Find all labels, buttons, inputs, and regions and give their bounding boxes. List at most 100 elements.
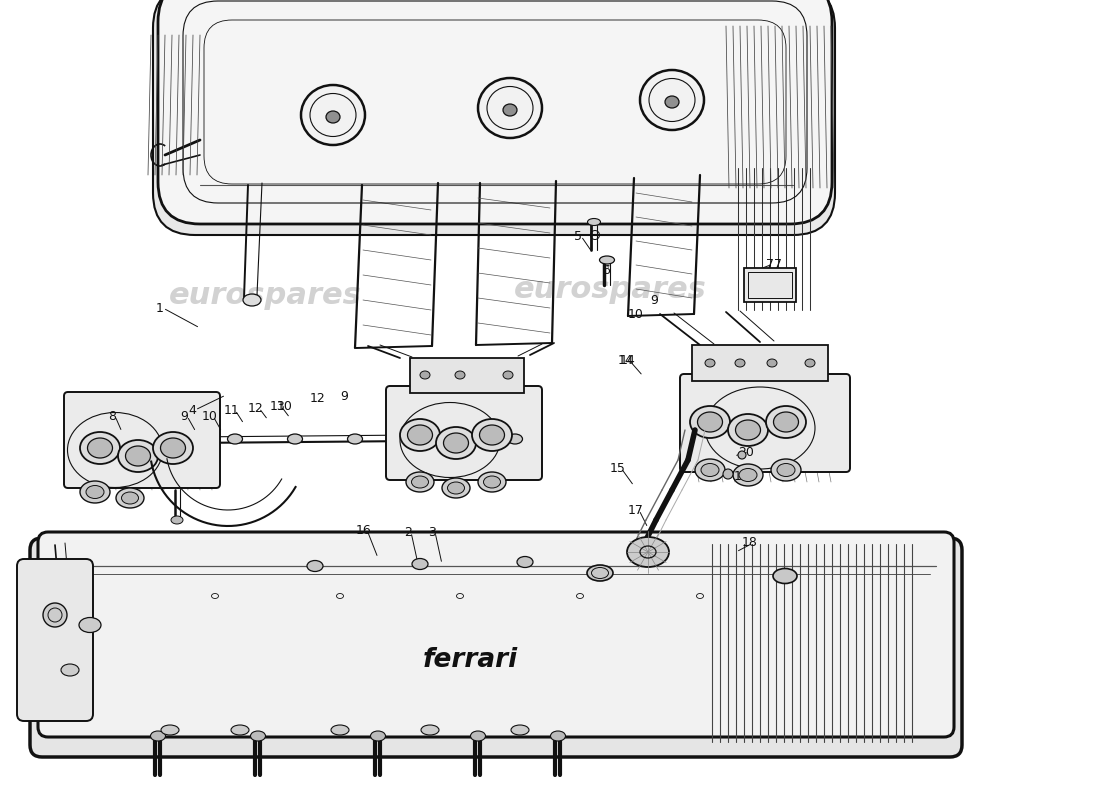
- Ellipse shape: [773, 412, 799, 432]
- Ellipse shape: [406, 472, 434, 492]
- Text: 7: 7: [774, 258, 782, 270]
- Ellipse shape: [442, 478, 470, 498]
- Ellipse shape: [733, 464, 763, 486]
- Ellipse shape: [503, 104, 517, 116]
- Ellipse shape: [484, 476, 500, 488]
- Ellipse shape: [80, 481, 110, 503]
- FancyBboxPatch shape: [64, 392, 220, 488]
- Text: 15: 15: [610, 462, 626, 474]
- Text: 10: 10: [277, 399, 293, 413]
- Text: 14: 14: [618, 354, 634, 366]
- Text: 18: 18: [742, 537, 758, 550]
- Ellipse shape: [697, 412, 723, 432]
- Ellipse shape: [805, 359, 815, 367]
- Ellipse shape: [407, 425, 432, 445]
- Ellipse shape: [411, 476, 429, 488]
- Ellipse shape: [412, 558, 428, 570]
- Text: ferrari: ferrari: [422, 647, 518, 673]
- Ellipse shape: [231, 725, 249, 735]
- Ellipse shape: [773, 569, 798, 583]
- Ellipse shape: [478, 472, 506, 492]
- Ellipse shape: [86, 486, 104, 498]
- Text: 9: 9: [340, 390, 348, 402]
- Ellipse shape: [153, 432, 192, 464]
- Ellipse shape: [766, 406, 806, 438]
- Ellipse shape: [455, 371, 465, 379]
- Text: 12: 12: [249, 402, 264, 414]
- Ellipse shape: [121, 492, 139, 504]
- Ellipse shape: [348, 434, 363, 444]
- Text: 4: 4: [188, 403, 196, 417]
- Ellipse shape: [307, 561, 323, 571]
- Ellipse shape: [736, 420, 760, 440]
- Ellipse shape: [420, 371, 430, 379]
- Ellipse shape: [695, 459, 725, 481]
- Bar: [692, 345, 828, 381]
- Ellipse shape: [161, 725, 179, 735]
- Ellipse shape: [251, 731, 265, 741]
- FancyBboxPatch shape: [680, 374, 850, 472]
- Ellipse shape: [287, 434, 303, 444]
- Text: 13: 13: [271, 399, 286, 413]
- Ellipse shape: [735, 359, 745, 367]
- Ellipse shape: [400, 419, 440, 451]
- Ellipse shape: [666, 96, 679, 108]
- Ellipse shape: [512, 725, 529, 735]
- Ellipse shape: [88, 438, 112, 458]
- Ellipse shape: [125, 446, 151, 466]
- Ellipse shape: [60, 664, 79, 676]
- Ellipse shape: [80, 432, 120, 464]
- Ellipse shape: [436, 427, 476, 459]
- Text: 14: 14: [620, 354, 636, 366]
- Text: 9: 9: [180, 410, 188, 422]
- FancyBboxPatch shape: [16, 559, 94, 721]
- Ellipse shape: [43, 603, 67, 627]
- Text: 17: 17: [628, 503, 643, 517]
- Ellipse shape: [587, 565, 613, 581]
- Ellipse shape: [79, 618, 101, 633]
- Text: 16: 16: [356, 523, 372, 537]
- Ellipse shape: [627, 537, 669, 567]
- Ellipse shape: [723, 469, 733, 479]
- Ellipse shape: [118, 440, 158, 472]
- Ellipse shape: [690, 406, 730, 438]
- Text: 1: 1: [156, 302, 164, 314]
- Text: 6: 6: [602, 263, 609, 277]
- Ellipse shape: [640, 70, 704, 130]
- Ellipse shape: [767, 359, 777, 367]
- Text: 12: 12: [310, 391, 326, 405]
- Ellipse shape: [243, 294, 261, 306]
- Ellipse shape: [331, 725, 349, 735]
- FancyBboxPatch shape: [30, 538, 962, 757]
- Ellipse shape: [228, 434, 242, 444]
- Text: eurospares: eurospares: [514, 275, 706, 305]
- Ellipse shape: [472, 419, 512, 451]
- Ellipse shape: [151, 731, 165, 741]
- Ellipse shape: [116, 488, 144, 508]
- Ellipse shape: [468, 434, 483, 444]
- Ellipse shape: [728, 414, 768, 446]
- Ellipse shape: [701, 463, 719, 477]
- Text: 5: 5: [574, 230, 582, 242]
- Ellipse shape: [550, 731, 565, 741]
- Ellipse shape: [443, 433, 469, 453]
- Text: eurospares: eurospares: [168, 281, 362, 310]
- FancyBboxPatch shape: [39, 532, 954, 737]
- Ellipse shape: [421, 725, 439, 735]
- Ellipse shape: [587, 218, 601, 226]
- Ellipse shape: [471, 731, 485, 741]
- Text: 9: 9: [650, 294, 658, 306]
- Bar: [410, 358, 524, 393]
- Ellipse shape: [738, 451, 746, 459]
- Bar: [748, 272, 792, 298]
- Text: 7: 7: [766, 258, 774, 270]
- Text: 20: 20: [738, 446, 754, 458]
- FancyBboxPatch shape: [153, 0, 835, 235]
- Text: eurospares: eurospares: [384, 601, 576, 630]
- Ellipse shape: [705, 359, 715, 367]
- Bar: [744, 268, 796, 302]
- Ellipse shape: [739, 469, 757, 482]
- Ellipse shape: [503, 371, 513, 379]
- Text: 8: 8: [108, 410, 115, 422]
- Ellipse shape: [371, 731, 385, 741]
